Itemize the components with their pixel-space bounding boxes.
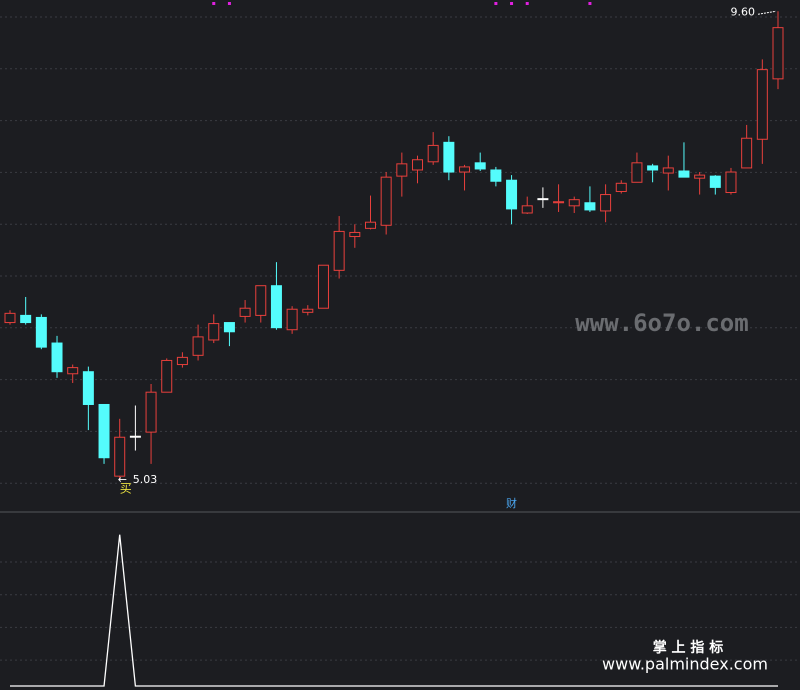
signal-dot [525, 2, 529, 5]
candle-body [239, 307, 251, 317]
indicator-line [10, 534, 778, 687]
candle-body [568, 199, 580, 207]
candle-body [20, 314, 32, 324]
buy-mark: 买 [120, 482, 132, 496]
finance-mark: 财 [506, 496, 517, 510]
low-label: 5.03 [133, 473, 158, 486]
signal-dot [588, 2, 592, 5]
candle-body [506, 179, 518, 210]
candle-body [98, 403, 110, 459]
candle-body [82, 371, 94, 405]
candle-body [662, 167, 674, 174]
candle-body [35, 316, 47, 348]
candle-body [443, 141, 455, 173]
candle-body [537, 198, 549, 201]
candle-body [302, 308, 314, 313]
candle-body [223, 322, 235, 333]
candle-body [553, 201, 565, 204]
candle-body [631, 162, 643, 183]
candle-body [255, 285, 267, 316]
candle-body [364, 221, 376, 229]
candle-body [647, 165, 659, 171]
candle-body [615, 182, 627, 192]
candle-body [129, 435, 141, 438]
candle-body [600, 194, 612, 212]
candle-body [51, 342, 63, 373]
candle-body [427, 144, 439, 163]
candle-body [114, 436, 126, 477]
high-label: 9.60 [731, 5, 756, 18]
footer-title: 掌 上 指 标 [653, 639, 724, 656]
candle-body [349, 231, 361, 238]
signal-dot [510, 2, 514, 5]
candle-body [4, 312, 16, 324]
candle-body [756, 69, 768, 140]
candle-body [490, 169, 502, 182]
candle-body [474, 162, 486, 170]
signal-dot [212, 2, 216, 5]
candle-body [145, 391, 157, 433]
candle-body [709, 175, 721, 188]
candle-body [286, 308, 298, 331]
candle-body [176, 356, 188, 366]
candle-body [396, 163, 408, 177]
high-arrow [757, 10, 777, 15]
candle-body [270, 285, 282, 329]
candle-body [380, 176, 392, 226]
candle-body [192, 336, 204, 356]
candle-body [725, 171, 737, 194]
candle-body [161, 359, 173, 393]
footer-site: www.palmindex.com [602, 655, 768, 674]
candle-body [521, 205, 533, 214]
candle-body [678, 170, 690, 178]
candle-body [772, 27, 784, 80]
candle-body [584, 202, 596, 211]
signal-dot [494, 2, 498, 5]
candle-body [333, 230, 345, 271]
candle-body [67, 367, 79, 375]
signal-dot [227, 2, 231, 5]
candle-body [317, 264, 329, 309]
candle-body [208, 323, 220, 341]
candle-body [741, 137, 753, 169]
candle-body [694, 174, 706, 179]
candle-body [459, 166, 471, 173]
candle-body [412, 159, 424, 171]
low-arrow: ← [118, 473, 127, 486]
watermark: www.6o7o.com [575, 309, 748, 337]
